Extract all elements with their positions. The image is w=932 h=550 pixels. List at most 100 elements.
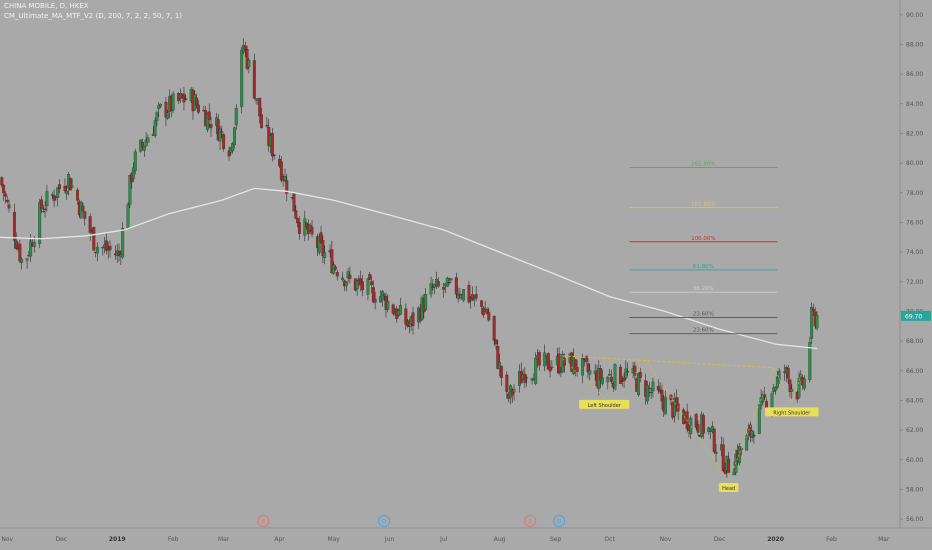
candle-body [3, 193, 7, 197]
candle-body [25, 258, 29, 261]
label-right-shoulder: Right Shoulder [773, 410, 811, 416]
candle-body [761, 394, 765, 403]
time-label: Oct [604, 536, 615, 543]
candle-body [303, 218, 307, 236]
candle-body [622, 377, 626, 382]
candle-body [786, 368, 790, 379]
candle-body [335, 272, 339, 277]
event-marker-3 [524, 515, 537, 527]
candle-body [41, 211, 45, 213]
candle-body [144, 139, 148, 147]
candle-body [487, 311, 491, 321]
label-head-box [718, 482, 739, 492]
event-marker-label: E [529, 519, 533, 525]
event-marker-1 [257, 515, 270, 527]
time-label: Sep [550, 536, 562, 543]
candle-body [366, 278, 370, 295]
candle-body [207, 111, 211, 120]
candle-body [721, 444, 725, 472]
candle-body [790, 388, 794, 392]
price-tick-label: 58.00 [906, 486, 923, 493]
candle-body [651, 381, 655, 392]
candles-group [0, 38, 819, 478]
candle-body [750, 430, 754, 438]
candle-body [525, 377, 529, 379]
candle-body [745, 435, 749, 451]
candle-body [265, 124, 269, 127]
candle-body [126, 204, 130, 229]
time-label: May [327, 536, 340, 543]
candle-body [606, 376, 610, 383]
candle-body [14, 240, 18, 249]
candle-body [205, 113, 209, 130]
candle-body [624, 368, 628, 379]
time-label: Feb [826, 536, 837, 543]
fib-label: 61.80% [693, 264, 714, 270]
candle-body [557, 353, 561, 374]
candle-body [694, 414, 698, 428]
price-tick-label: 82.00 [906, 130, 923, 137]
candle-body [449, 278, 453, 281]
candle-body [436, 281, 440, 287]
candle-body [292, 192, 296, 212]
candle-body [196, 104, 200, 113]
price-tick-label: 74.00 [906, 249, 923, 256]
candle-body [499, 366, 503, 378]
fib-label: 100.00% [691, 236, 715, 242]
candle-body [171, 93, 175, 111]
candle-body [581, 358, 585, 376]
price-tick-label: 90.00 [906, 12, 923, 19]
candle-body [714, 452, 718, 454]
candle-body [618, 366, 622, 384]
candle-body [811, 308, 815, 312]
candle-body [674, 397, 678, 408]
time-label: Nov [660, 536, 672, 543]
candle-body [599, 368, 603, 381]
candle-body [797, 378, 801, 398]
price-tick-label: 76.00 [906, 219, 923, 226]
candle-body [184, 98, 188, 100]
candle-body [321, 240, 325, 256]
fib-label: 38.20% [693, 286, 714, 292]
candle-body [494, 339, 498, 345]
candle-body [7, 204, 11, 209]
candle-body [20, 258, 24, 263]
candle-body [95, 246, 99, 254]
candle-body [32, 241, 36, 247]
candle-body [534, 358, 538, 384]
candle-body [245, 49, 249, 69]
candle-body [660, 390, 664, 402]
candle-body [696, 424, 700, 433]
candle-body [279, 161, 283, 181]
candle-body [637, 373, 640, 395]
time-label: Feb [168, 536, 179, 543]
candle-body [386, 301, 390, 310]
candle-body [456, 294, 460, 299]
time-label: 2020 [767, 536, 784, 543]
candle-body [76, 189, 80, 201]
event-marker-label: D [557, 519, 561, 525]
candle-body [317, 236, 321, 253]
candle-body [117, 251, 121, 256]
candle-body [209, 124, 213, 129]
candle-body [58, 184, 61, 190]
candle-body [429, 283, 433, 295]
candle-body [43, 208, 47, 210]
candle-body [467, 285, 471, 303]
candle-body [260, 114, 263, 128]
candle-body [83, 211, 87, 219]
time-label: Mar [218, 536, 230, 543]
candle-body [38, 202, 42, 244]
candle-body [588, 370, 592, 375]
neckline [562, 355, 774, 369]
candle-body [195, 97, 199, 106]
candle-body [770, 393, 774, 410]
candle-body [142, 146, 146, 151]
candle-body [433, 284, 437, 288]
candle-body [370, 281, 373, 286]
candle-body [104, 240, 108, 251]
candle-body [18, 243, 22, 262]
candle-body [247, 59, 251, 68]
